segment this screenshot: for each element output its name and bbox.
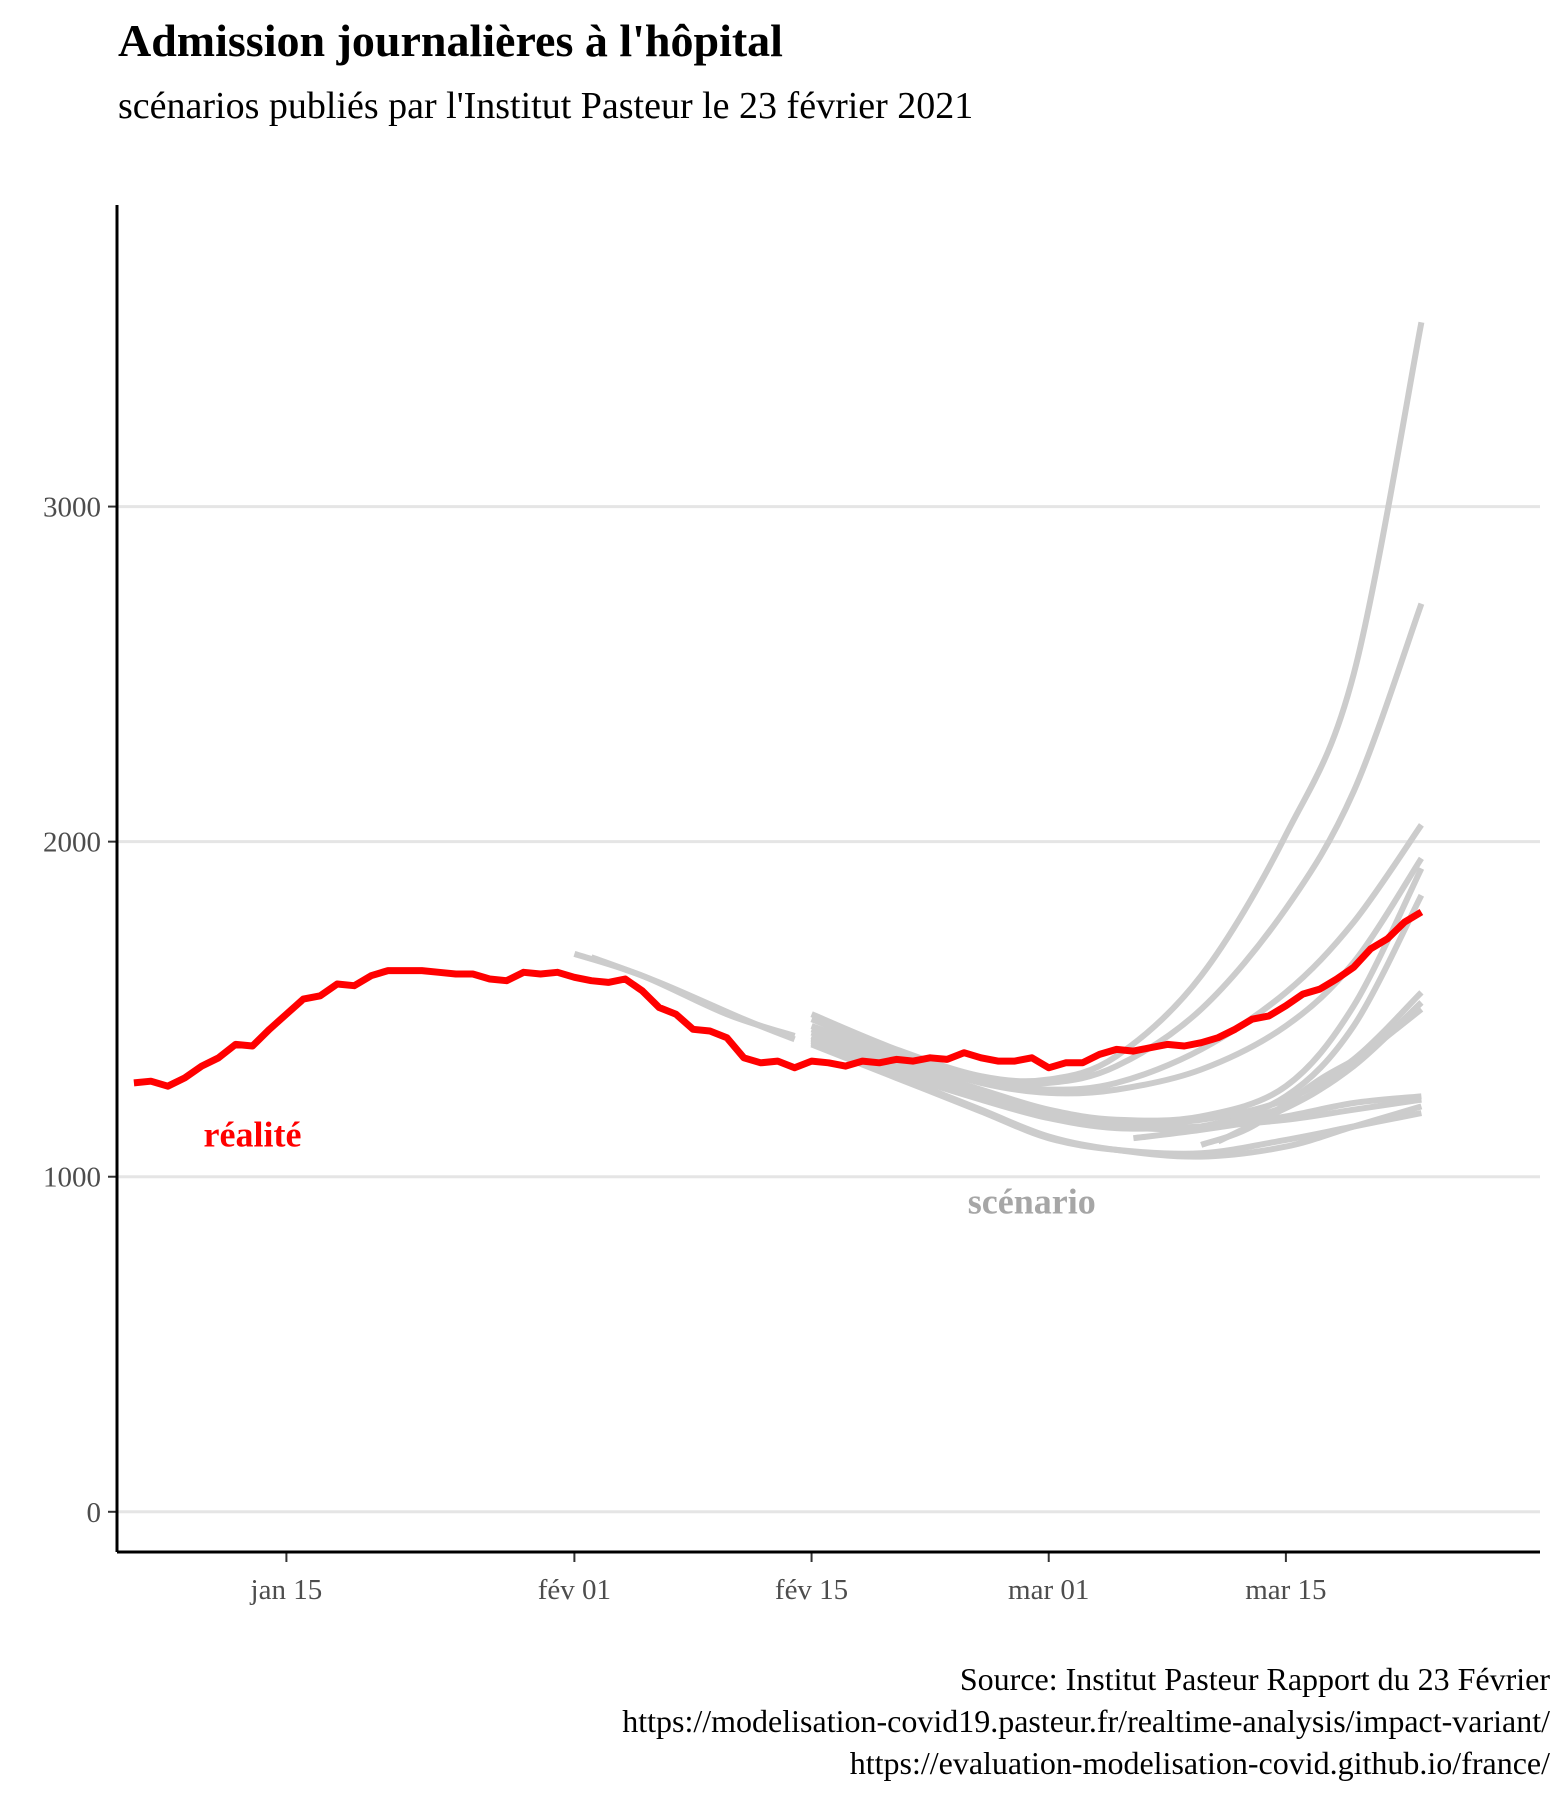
chart-subtitle: scénarios publiés par l'Institut Pasteur… [118, 85, 974, 127]
scenario-label: scénario [968, 1182, 1096, 1222]
scenario-line [1216, 1006, 1424, 1145]
reality-label: réalité [204, 1115, 302, 1155]
scenario-line [1133, 1093, 1422, 1142]
x-tick-label: mar 01 [1008, 1574, 1089, 1606]
x-tick-label: fév 01 [538, 1574, 611, 1606]
x-tick-label: fév 15 [775, 1574, 848, 1606]
scenario-line [810, 867, 1425, 1124]
caption-line: https://evaluation-modelisation-covid.gi… [849, 1745, 1550, 1781]
caption-line: Source: Institut Pasteur Rapport du 23 F… [959, 1661, 1550, 1697]
caption-line: https://modelisation-covid19.pasteur.fr/… [622, 1703, 1550, 1739]
y-tick-label: 0 [87, 1497, 102, 1529]
scenario-line [810, 321, 1425, 1085]
source-caption: Source: Institut Pasteur Rapport du 23 F… [622, 1658, 1550, 1784]
scenario-line [590, 954, 796, 1043]
x-tick-label: mar 15 [1245, 1574, 1326, 1606]
scenario-line [810, 893, 1425, 1133]
scenario-line [810, 1041, 1422, 1157]
chart-title: Admission journalières à l'hôpital [118, 15, 783, 66]
reality-line [133, 908, 1424, 1090]
x-tick-label: jan 15 [250, 1574, 323, 1606]
scenario-line [810, 602, 1425, 1088]
y-tick-label: 3000 [43, 492, 101, 524]
scenario-line [810, 1038, 1422, 1132]
y-tick-label: 1000 [43, 1162, 101, 1194]
y-tick-label: 2000 [43, 827, 101, 859]
